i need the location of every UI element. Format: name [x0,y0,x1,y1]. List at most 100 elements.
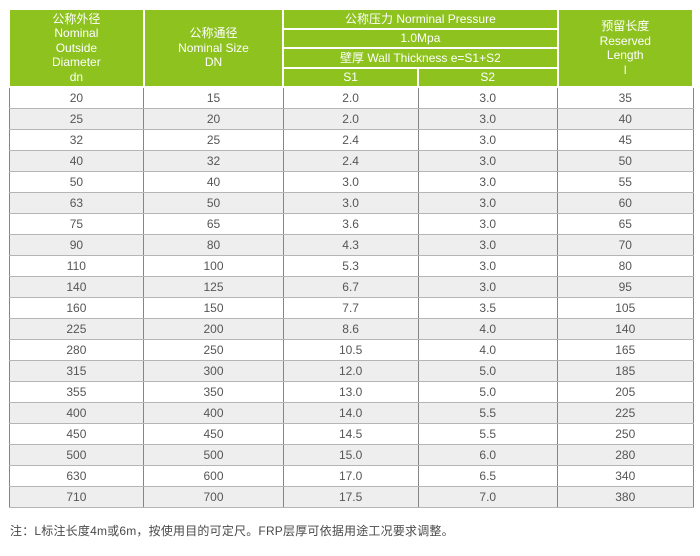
table-cell: 3.0 [417,86,559,109]
header-nominal-outside-diameter: 公称外径 Nominal Outside Diameter dn [8,8,145,88]
table-cell: 63 [8,191,145,214]
table-cell: 32 [8,128,145,151]
table-cell: 340 [557,464,694,487]
header-nominal-size: 公称通径 Nominal Size DN [142,8,285,88]
table-row: 160 150 7.7 3.5 105 [8,296,694,319]
page: 公称外径 Nominal Outside Diameter dn 公称通径 No… [8,8,695,538]
table-cell: 12.0 [282,359,419,382]
table-cell: 17.0 [282,464,419,487]
table-cell: 60 [557,191,694,214]
table-cell: 5.0 [417,359,559,382]
table-row: 630 600 17.0 6.5 340 [8,464,694,487]
table-row: 25 20 2.0 3.0 40 [8,107,694,130]
table-cell: 6.0 [417,443,559,466]
table-cell: 13.0 [282,380,419,403]
table-cell: 3.0 [417,212,559,235]
table-cell: 280 [8,338,145,361]
table-cell: 3.5 [417,296,559,319]
table-cell: 500 [143,443,284,466]
table-cell: 225 [557,401,694,424]
table-cell: 205 [557,380,694,403]
table-row: 140 125 6.7 3.0 95 [8,275,694,298]
table-cell: 3.0 [417,149,559,172]
table-cell: 3.0 [417,170,559,193]
table-cell: 6.7 [282,275,419,298]
table-cell: 55 [557,170,694,193]
table-cell: 2.4 [282,128,419,151]
table-cell: 95 [557,275,694,298]
header-pressure-value: 1.0Mpa [282,27,559,49]
table-cell: 7.7 [282,296,419,319]
table-cell: 105 [557,296,694,319]
table-header: 公称外径 Nominal Outside Diameter dn 公称通径 No… [8,8,695,88]
table-cell: 125 [143,275,284,298]
table-cell: 65 [143,212,284,235]
table-body: 20 15 2.0 3.0 35 25 20 2.0 3.0 40 32 25 2.4 3.0 45 40 32… [8,86,694,508]
table-cell: 100 [143,254,284,277]
table-cell: 250 [557,422,694,445]
table-row: 75 65 3.6 3.0 65 [8,212,694,235]
table-cell: 2.0 [282,107,419,130]
table-cell: 45 [557,128,694,151]
table-cell: 400 [8,401,145,424]
table-row: 90 80 4.3 3.0 70 [8,233,694,256]
table-cell: 3.6 [282,212,419,235]
table-cell: 14.5 [282,422,419,445]
table-row: 50 40 3.0 3.0 55 [8,170,694,193]
table-row: 400 400 14.0 5.5 225 [8,401,694,424]
table-cell: 6.5 [417,464,559,487]
table-cell: 5.0 [417,380,559,403]
table-cell: 710 [8,485,145,508]
header-s1: S1 [282,66,419,88]
table-cell: 200 [143,317,284,340]
table-cell: 25 [8,107,145,130]
table-cell: 32 [143,149,284,172]
table-cell: 450 [8,422,145,445]
table-cell: 40 [8,149,145,172]
table-row: 315 300 12.0 5.0 185 [8,359,694,382]
table-cell: 140 [557,317,694,340]
table-row: 450 450 14.5 5.5 250 [8,422,694,445]
table-cell: 700 [143,485,284,508]
table-cell: 3.0 [417,107,559,130]
table-row: 355 350 13.0 5.0 205 [8,380,694,403]
table-cell: 400 [143,401,284,424]
table-cell: 40 [557,107,694,130]
table-cell: 17.5 [282,485,419,508]
table-cell: 630 [8,464,145,487]
table-cell: 3.0 [417,191,559,214]
table-cell: 50 [8,170,145,193]
table-cell: 20 [8,86,145,109]
table-cell: 110 [8,254,145,277]
table-cell: 3.0 [417,275,559,298]
table-cell: 50 [557,149,694,172]
table-cell: 500 [8,443,145,466]
table-row: 63 50 3.0 3.0 60 [8,191,694,214]
table-cell: 280 [557,443,694,466]
table-cell: 70 [557,233,694,256]
footnote: 注：L标注长度4m或6m，按使用目的可定尺。FRP层厚可依据用途工况要求调整。 [10,523,454,538]
table-cell: 3.0 [417,233,559,256]
table-cell: 185 [557,359,694,382]
table-cell: 600 [143,464,284,487]
table-cell: 2.4 [282,149,419,172]
table-cell: 7.0 [417,485,559,508]
table-cell: 380 [557,485,694,508]
table-cell: 3.0 [417,254,559,277]
table-cell: 3.0 [282,191,419,214]
table-row: 500 500 15.0 6.0 280 [8,443,694,466]
table-row: 710 700 17.5 7.0 380 [8,485,694,508]
table-row: 225 200 8.6 4.0 140 [8,317,694,340]
table-cell: 4.3 [282,233,419,256]
table-cell: 35 [557,86,694,109]
header-nominal-pressure: 公称压力 Norminal Pressure [282,8,559,30]
table-cell: 75 [8,212,145,235]
table-cell: 450 [143,422,284,445]
table-row: 280 250 10.5 4.0 165 [8,338,694,361]
table-cell: 300 [143,359,284,382]
table-cell: 20 [143,107,284,130]
table-row: 32 25 2.4 3.0 45 [8,128,694,151]
table-row: 40 32 2.4 3.0 50 [8,149,694,172]
table-cell: 5.5 [417,401,559,424]
table-cell: 4.0 [417,338,559,361]
